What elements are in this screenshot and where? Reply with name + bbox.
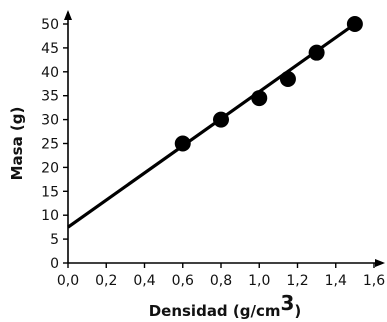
- x-axis-arrow: [375, 259, 385, 267]
- x-tick-label: 1,0: [248, 273, 270, 289]
- y-tick-label: 30: [41, 113, 59, 129]
- y-tick-label: 0: [50, 256, 59, 272]
- x-tick-label: 1,4: [325, 273, 347, 289]
- data-point: [346, 16, 363, 32]
- y-tick-label: 5: [50, 232, 59, 248]
- y-tick-label: 15: [41, 184, 59, 200]
- data-point: [174, 135, 191, 152]
- x-tick-label: 0,6: [172, 273, 194, 289]
- y-tick-label: 25: [41, 137, 59, 153]
- y-tick-label: 40: [41, 65, 59, 81]
- x-tick-label: 0,2: [95, 273, 117, 289]
- x-tick-label: 0,8: [210, 273, 232, 289]
- data-point: [213, 111, 229, 128]
- trendline-group: [67, 22, 356, 229]
- y-axis-title: Masa (g): [8, 107, 26, 181]
- x-tick-label: 1,6: [363, 273, 385, 289]
- x-axis-title-close: ): [294, 302, 301, 320]
- data-point: [279, 70, 296, 87]
- y-tick-label: 35: [41, 89, 59, 105]
- x-axis-title-superscript: 3: [281, 291, 295, 315]
- x-tick-label: 0,4: [133, 273, 155, 289]
- x-tick-label: 0,0: [57, 273, 79, 289]
- ticks: 0 5 10 15 20 25 30 35 40 45 50 0,0 0,2 0,4 0,6 0,8 1,0 1,…: [41, 17, 385, 289]
- x-axis-title: Densidad (g/cm3): [149, 291, 302, 320]
- y-tick-label: 20: [41, 160, 59, 176]
- data-point: [308, 44, 325, 61]
- data-points: [174, 16, 363, 152]
- y-tick-label: 50: [41, 17, 59, 33]
- trendline: [67, 22, 356, 229]
- y-axis-arrow: [64, 10, 72, 20]
- axes: [64, 10, 385, 267]
- x-axis-title-text: Densidad (g/cm: [149, 302, 281, 320]
- x-tick-label: 1,2: [286, 273, 308, 289]
- data-point: [251, 90, 268, 107]
- y-tick-label: 45: [41, 41, 59, 57]
- y-tick-label: 10: [41, 208, 59, 224]
